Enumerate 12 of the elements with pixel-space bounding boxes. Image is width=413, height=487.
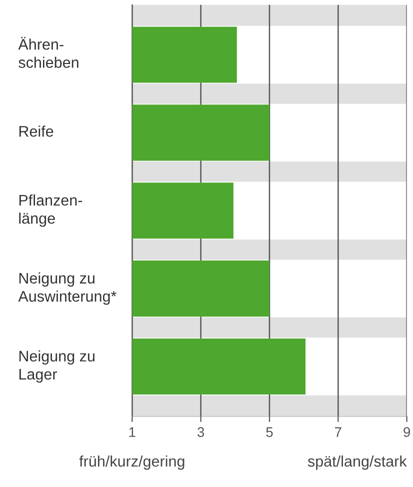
x-tick-label: 3 [197,427,204,438]
x-tick-label: 9 [404,427,410,438]
y-tick-label: Reife [19,126,54,137]
y-tick-label: Neigung zu Auswinterung* [18,272,116,305]
x-tick-label: 5 [266,427,273,438]
y-tick-label: Neigung zu Lager [19,350,94,383]
text: früh/kurz/gering [79,455,184,470]
y-tick-label: Ähren- schieben [18,36,78,68]
text: spät/lang/stark [308,455,407,470]
x-tick-label: 7 [334,427,342,437]
x-tick-label: 1 [129,427,136,437]
y-tick-label: Pflanzen- länge [19,194,82,227]
